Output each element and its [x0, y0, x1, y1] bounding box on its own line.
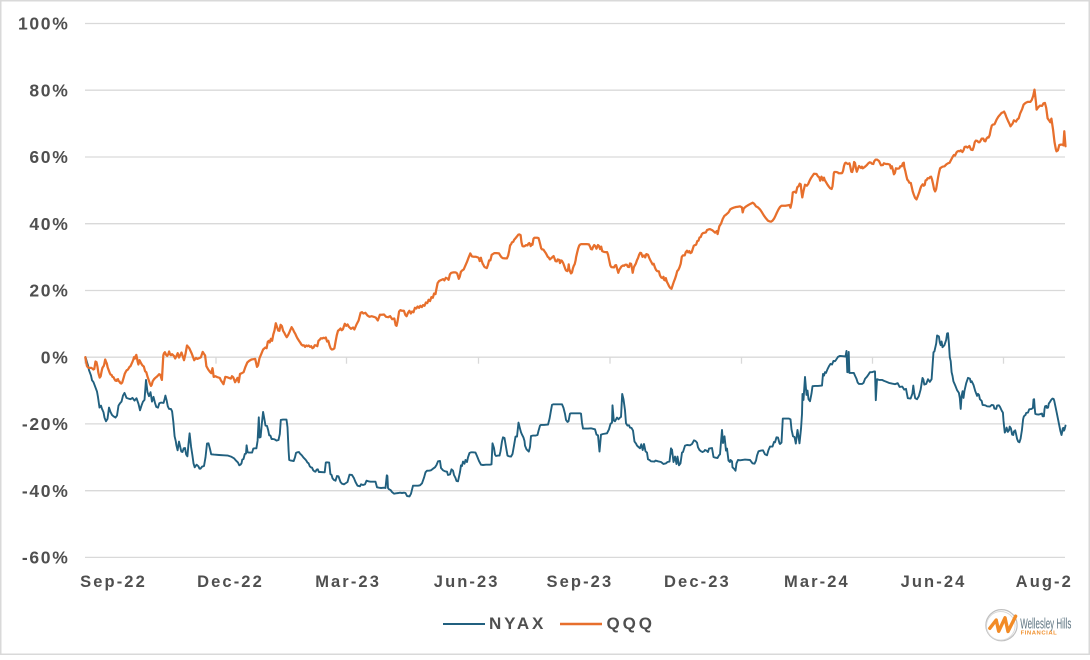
- svg-text:20%: 20%: [29, 281, 69, 301]
- svg-text:Sep-22: Sep-22: [80, 573, 147, 591]
- svg-text:Mar-23: Mar-23: [315, 573, 381, 591]
- svg-text:Mar-24: Mar-24: [784, 573, 850, 591]
- svg-text:0%: 0%: [41, 347, 70, 367]
- svg-text:-40%: -40%: [22, 481, 70, 501]
- svg-text:Jun-23: Jun-23: [434, 573, 500, 591]
- svg-text:60%: 60%: [29, 147, 69, 167]
- svg-text:100%: 100%: [18, 14, 70, 34]
- svg-text:Sep-23: Sep-23: [547, 573, 614, 591]
- svg-text:FINANCIAL: FINANCIAL: [1021, 630, 1058, 636]
- svg-text:-20%: -20%: [22, 414, 70, 434]
- svg-text:Aug-2: Aug-2: [1016, 573, 1073, 591]
- svg-text:-60%: -60%: [22, 548, 70, 568]
- svg-text:Wellesley Hills: Wellesley Hills: [1020, 617, 1071, 633]
- svg-text:Dec-22: Dec-22: [197, 573, 264, 591]
- svg-text:80%: 80%: [29, 80, 69, 100]
- svg-text:NYAX: NYAX: [489, 614, 546, 633]
- svg-text:Dec-23: Dec-23: [664, 573, 731, 591]
- svg-text:Jun-24: Jun-24: [901, 573, 967, 591]
- svg-text:40%: 40%: [29, 214, 69, 234]
- svg-text:QQQ: QQQ: [607, 614, 655, 633]
